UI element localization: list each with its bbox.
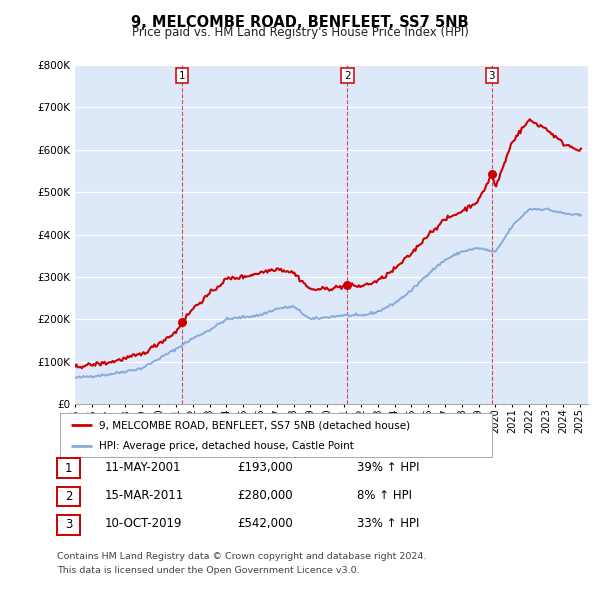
Text: 8% ↑ HPI: 8% ↑ HPI: [357, 489, 412, 502]
Text: £193,000: £193,000: [237, 461, 293, 474]
Text: 1: 1: [179, 70, 185, 80]
Text: Contains HM Land Registry data © Crown copyright and database right 2024.: Contains HM Land Registry data © Crown c…: [57, 552, 427, 560]
Text: HPI: Average price, detached house, Castle Point: HPI: Average price, detached house, Cast…: [99, 441, 354, 451]
Text: 33% ↑ HPI: 33% ↑ HPI: [357, 517, 419, 530]
Text: £280,000: £280,000: [237, 489, 293, 502]
Text: 3: 3: [488, 70, 495, 80]
Text: This data is licensed under the Open Government Licence v3.0.: This data is licensed under the Open Gov…: [57, 566, 359, 575]
Text: 11-MAY-2001: 11-MAY-2001: [105, 461, 182, 474]
Text: 2: 2: [65, 490, 72, 503]
Text: Price paid vs. HM Land Registry's House Price Index (HPI): Price paid vs. HM Land Registry's House …: [131, 26, 469, 39]
Text: 9, MELCOMBE ROAD, BENFLEET, SS7 5NB: 9, MELCOMBE ROAD, BENFLEET, SS7 5NB: [131, 15, 469, 30]
Text: 39% ↑ HPI: 39% ↑ HPI: [357, 461, 419, 474]
Text: 15-MAR-2011: 15-MAR-2011: [105, 489, 184, 502]
Text: 10-OCT-2019: 10-OCT-2019: [105, 517, 182, 530]
Text: £542,000: £542,000: [237, 517, 293, 530]
Text: 1: 1: [65, 461, 72, 475]
Text: 3: 3: [65, 518, 72, 532]
Text: 9, MELCOMBE ROAD, BENFLEET, SS7 5NB (detached house): 9, MELCOMBE ROAD, BENFLEET, SS7 5NB (det…: [99, 421, 410, 430]
Text: 2: 2: [344, 70, 351, 80]
